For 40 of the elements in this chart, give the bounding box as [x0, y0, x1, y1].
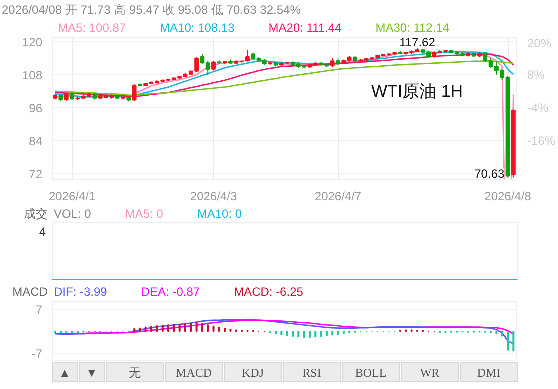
text: WR	[401, 362, 459, 382]
text: MA30: 112.14	[376, 21, 450, 35]
chart-title: 2026/04/08 开 71.73 高 95.47 收 95.08 低 70.63 32.54%	[2, 2, 301, 19]
text: MA10: 0	[197, 207, 242, 221]
y-tick-label: 84	[29, 134, 43, 148]
text: MACD	[165, 362, 223, 382]
text: DEA: -0.87	[141, 285, 200, 299]
annotation: 70.63	[474, 166, 505, 181]
annotation: 117.62	[400, 35, 436, 50]
text: MA10: 108.13	[160, 21, 235, 35]
chart-title: MACD	[12, 284, 48, 300]
x-tick-label: 2026/4/7	[314, 190, 362, 204]
text: KDJ	[224, 362, 282, 382]
y-tick-label: 72	[29, 167, 43, 182]
y-tick-label: 108	[22, 68, 43, 82]
text: RSI	[283, 362, 341, 382]
text: DMI	[460, 362, 518, 382]
line-series	[54, 320, 514, 335]
y-tick-label: 120	[22, 35, 43, 50]
x-tick-label: 2026/4/1	[48, 190, 96, 204]
text: VOL: 0	[54, 207, 92, 221]
text: MA5: 0	[125, 207, 164, 221]
annotation: WTI原油 1H	[371, 82, 464, 101]
y-tick-label: 96	[29, 101, 43, 116]
text: 成交	[23, 206, 48, 222]
text: MA5: 100.87	[58, 21, 126, 35]
candlestick	[132, 84, 137, 102]
x-tick-label: 2026/4/3	[190, 190, 238, 204]
text: ▼	[79, 362, 105, 382]
text: MA20: 111.44	[268, 21, 342, 35]
text: 4	[38, 224, 46, 241]
y-tick-label: 7	[36, 302, 43, 317]
candlestick	[212, 60, 216, 72]
text: 无	[106, 362, 164, 382]
text: MACD: -6.25	[234, 285, 304, 299]
y-tick-label: -7	[32, 347, 43, 362]
text: DIF: -3.99	[54, 285, 108, 299]
x-tick-label: 2026/4/8	[484, 190, 532, 204]
text: BOLL	[342, 362, 400, 382]
text: ▲	[52, 362, 78, 382]
